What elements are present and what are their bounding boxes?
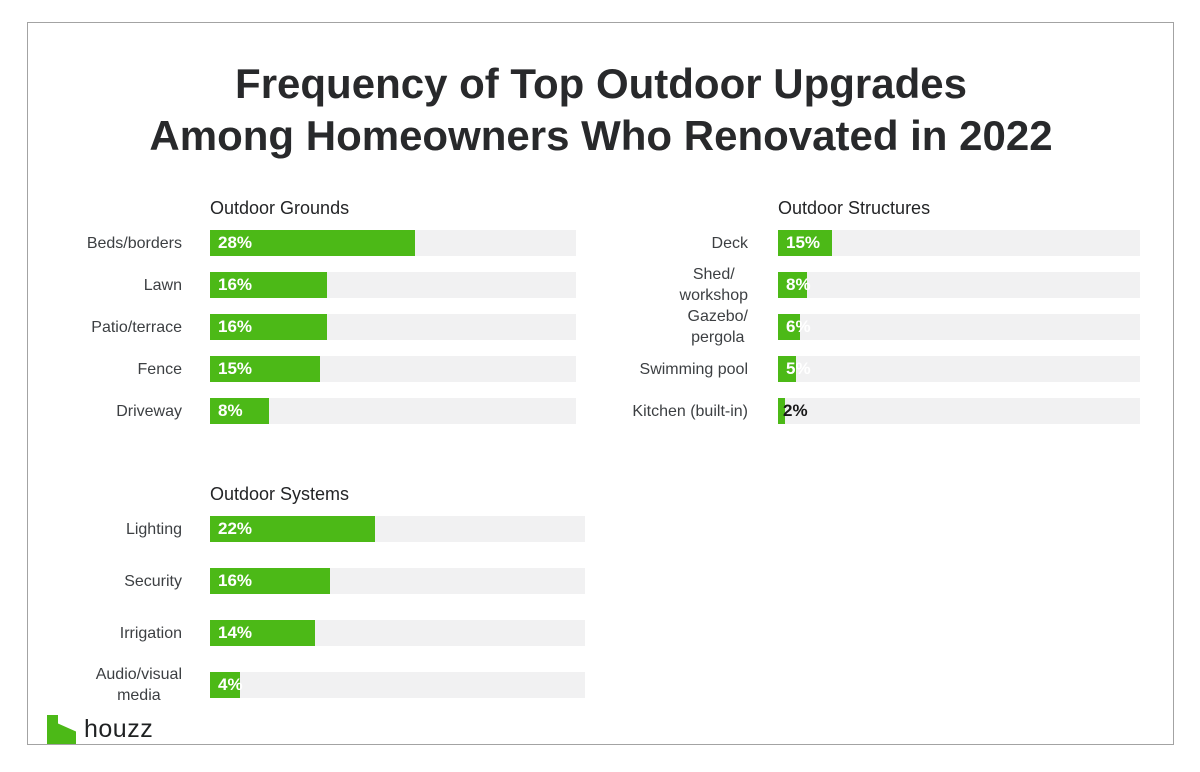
category-label: Driveway <box>60 401 182 422</box>
category-label-text: Shed/ workshop <box>679 266 748 304</box>
value-label: 8% <box>786 275 811 294</box>
bar-track: 14% <box>210 620 585 646</box>
category-label-text: Lighting <box>125 520 182 538</box>
category-label: Audio/visual media <box>60 664 182 706</box>
value-label: 4% <box>218 675 243 694</box>
category-label-text: Audio/visual media <box>95 666 182 704</box>
category-label-text: Driveway <box>116 402 182 420</box>
chart-section-title: Outdoor Grounds <box>210 198 350 218</box>
bar <box>210 356 320 382</box>
houzz-house-icon <box>47 714 76 744</box>
chart-row: Shed/ workshop 8% <box>598 266 1140 304</box>
page-title-line1: Frequency of Top Outdoor Upgrades <box>235 60 967 107</box>
chart-outdoor-structures: Outdoor Structures Deck 15% Shed/ workshop… <box>598 197 1140 440</box>
chart-rows: Deck 15% Shed/ workshop 8% Gazebo/ pergola 6%… <box>598 230 1140 424</box>
chart-row: Kitchen (built-in) 2% <box>598 398 1140 424</box>
category-label: Kitchen (built-in) <box>598 401 748 422</box>
value-label: 6% <box>786 317 811 336</box>
chart-row: Irrigation 14% <box>60 620 585 646</box>
category-label: Security <box>60 571 182 592</box>
category-label: Irrigation <box>60 623 182 644</box>
category-label-text: Security <box>124 572 182 590</box>
bar-track: 8% <box>210 398 576 424</box>
chart-outdoor-systems: Outdoor Systems Lighting 22% Security 16% Ir… <box>60 483 585 724</box>
category-label-text: Kitchen (built-in) <box>632 402 748 420</box>
page-title-line2: Among Homeowners Who Renovated in 2022 <box>149 112 1053 159</box>
category-label: Swimming pool <box>598 359 748 380</box>
value-label: 22% <box>218 519 253 538</box>
houzz-logo: houzz <box>47 714 153 744</box>
bar-track: 16% <box>210 568 585 594</box>
chart-row: Lawn 16% <box>60 272 576 298</box>
chart-row: Audio/visual media 4% <box>60 666 585 704</box>
chart-row: Driveway 8% <box>60 398 576 424</box>
chart-row: Swimming pool 5% <box>598 356 1140 382</box>
category-label-text: Beds/borders <box>86 234 182 252</box>
category-label-text: Gazebo/ pergola <box>687 308 748 346</box>
bar-track: 15% <box>210 356 576 382</box>
bar-track: 16% <box>210 314 576 340</box>
category-label: Fence <box>60 359 182 380</box>
bar <box>210 398 269 424</box>
chart-row: Security 16% <box>60 568 585 594</box>
category-label-text: Deck <box>711 234 748 252</box>
category-label: Shed/ workshop <box>598 264 748 306</box>
bar <box>778 356 797 382</box>
value-label: 5% <box>786 359 811 378</box>
value-label: 28% <box>218 233 253 252</box>
bar <box>210 516 375 542</box>
chart-row: Lighting 22% <box>60 516 585 542</box>
houzz-logo-text: houzz <box>84 715 154 743</box>
chart-rows: Lighting 22% Security 16% Irrigation 14% Audio… <box>60 516 585 704</box>
bar-track: 22% <box>210 516 585 542</box>
category-label-text: Lawn <box>143 276 182 294</box>
category-label: Deck <box>598 233 748 254</box>
bar-track: 16% <box>210 272 576 298</box>
category-label: Beds/borders <box>60 233 182 254</box>
category-label-text: Irrigation <box>119 624 182 642</box>
bar <box>210 314 328 340</box>
category-label: Lighting <box>60 519 182 540</box>
bar-track: 5% <box>778 356 1140 382</box>
bar <box>778 314 800 340</box>
value-label: 14% <box>218 623 253 642</box>
chart-section-title: Outdoor Structures <box>778 198 931 218</box>
bar-track: 15% <box>778 230 1140 256</box>
chart-section-title: Outdoor Systems <box>210 484 350 504</box>
bar-track: 6% <box>778 314 1140 340</box>
bar-track: 2% <box>778 398 1140 424</box>
value-label: 15% <box>218 359 253 378</box>
chart-row: Gazebo/ pergola 6% <box>598 308 1140 346</box>
page-title: Frequency of Top Outdoor Upgrades Among … <box>27 58 1175 162</box>
category-label-text: Patio/terrace <box>91 318 182 336</box>
chart-rows: Beds/borders 28% Lawn 16% Patio/terrace 16% Fe… <box>60 230 576 424</box>
chart-row: Beds/borders 28% <box>60 230 576 256</box>
bar <box>778 230 833 256</box>
bar-track: 4% <box>210 672 585 698</box>
bar <box>210 272 328 298</box>
chart-outdoor-grounds: Outdoor Grounds Beds/borders 28% Lawn 16% Pa… <box>60 197 576 440</box>
value-label: 16% <box>218 275 253 294</box>
category-label-text: Fence <box>137 360 182 378</box>
category-label: Patio/terrace <box>60 317 182 338</box>
chart-row: Fence 15% <box>60 356 576 382</box>
value-label: 16% <box>218 317 253 336</box>
chart-row: Patio/terrace 16% <box>60 314 576 340</box>
value-label: 2% <box>783 401 808 420</box>
category-label: Lawn <box>60 275 182 296</box>
bar <box>210 620 315 646</box>
bar <box>210 672 240 698</box>
value-label: 15% <box>786 233 821 252</box>
category-label: Gazebo/ pergola <box>598 306 748 348</box>
value-label: 16% <box>218 571 253 590</box>
chart-row: Deck 15% <box>598 230 1140 256</box>
bar <box>778 398 786 424</box>
bar-track: 28% <box>210 230 576 256</box>
value-label: 8% <box>218 401 243 420</box>
category-label-text: Swimming pool <box>639 360 748 378</box>
bar <box>210 568 330 594</box>
bar <box>778 272 807 298</box>
bar-track: 8% <box>778 272 1140 298</box>
bar <box>210 230 415 256</box>
